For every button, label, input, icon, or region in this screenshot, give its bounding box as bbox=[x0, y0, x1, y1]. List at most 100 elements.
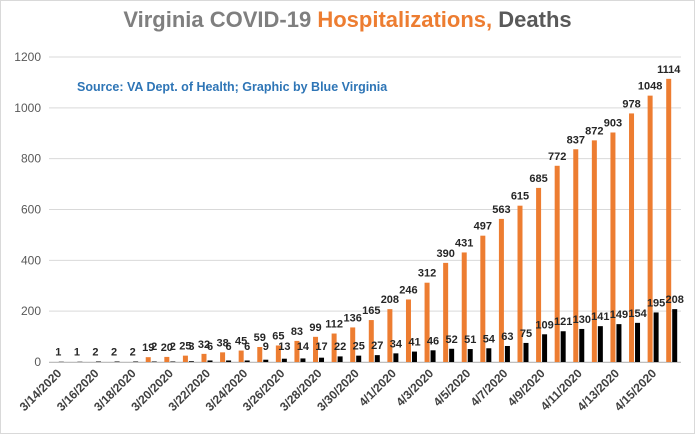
hospitalizations-bar bbox=[573, 149, 579, 362]
deaths-data-label: 6 bbox=[226, 341, 232, 353]
deaths-bar bbox=[672, 309, 678, 362]
x-tick-label: 4/5/2020 bbox=[430, 366, 473, 409]
deaths-data-label: 1 bbox=[55, 347, 61, 359]
deaths-bar bbox=[579, 328, 585, 362]
deaths-bar bbox=[560, 331, 566, 362]
x-tick-label: 4/1/2020 bbox=[356, 366, 399, 409]
deaths-data-label: 63 bbox=[501, 331, 513, 343]
y-tick-label: 400 bbox=[21, 253, 41, 267]
hospitalizations-bar bbox=[201, 353, 207, 362]
hospitalizations-data-label: 38 bbox=[216, 337, 228, 349]
hospitalizations-data-label: 312 bbox=[418, 268, 436, 280]
hospitalizations-data-label: 903 bbox=[604, 117, 622, 129]
hospitalizations-bar bbox=[238, 350, 244, 362]
hospitalizations-bar bbox=[145, 357, 151, 362]
deaths-data-label: 22 bbox=[334, 341, 346, 353]
y-tick-label: 1200 bbox=[14, 50, 41, 64]
deaths-bar bbox=[356, 355, 362, 362]
hospitalizations-data-label: 837 bbox=[567, 134, 585, 146]
deaths-data-label: 46 bbox=[427, 335, 439, 347]
hospitalizations-bar bbox=[591, 140, 597, 362]
hospitalizations-data-label: 978 bbox=[622, 98, 640, 110]
deaths-data-label: 121 bbox=[554, 316, 572, 328]
deaths-data-label: 17 bbox=[315, 341, 327, 353]
hospitalizations-data-label: 772 bbox=[548, 151, 566, 163]
hospitalizations-bar bbox=[405, 299, 411, 362]
deaths-data-label: 208 bbox=[666, 294, 684, 306]
hospitalizations-bar bbox=[554, 165, 560, 362]
y-tick-label: 1000 bbox=[14, 101, 41, 115]
chart-title: Virginia COVID-19 Hospitalizations, Deat… bbox=[1, 7, 694, 33]
deaths-data-label: 109 bbox=[535, 319, 553, 331]
deaths-bar bbox=[207, 360, 213, 362]
deaths-bar bbox=[430, 350, 436, 362]
hospitalizations-data-label: 136 bbox=[344, 312, 362, 324]
deaths-data-label: 6 bbox=[207, 341, 213, 353]
source-note: Source: VA Dept. of Health; Graphic by B… bbox=[77, 80, 388, 94]
hospitalizations-data-label: 45 bbox=[235, 336, 247, 348]
deaths-data-label: 2 bbox=[111, 346, 117, 358]
hospitalizations-data-label: 165 bbox=[362, 305, 380, 317]
hospitalizations-data-label: 20 bbox=[161, 342, 173, 354]
hospitalizations-bar bbox=[517, 205, 523, 362]
hospitalizations-data-label: 390 bbox=[436, 248, 454, 260]
y-tick-label: 0 bbox=[34, 355, 41, 369]
hospitalizations-bar bbox=[294, 340, 300, 362]
deaths-bar bbox=[504, 345, 510, 362]
deaths-data-label: 1 bbox=[74, 347, 80, 359]
hospitalizations-bar bbox=[164, 356, 170, 362]
hospitalizations-bar bbox=[629, 113, 635, 362]
deaths-bar bbox=[467, 349, 473, 362]
deaths-bar bbox=[486, 348, 492, 362]
deaths-data-label: 34 bbox=[390, 338, 403, 350]
deaths-bar bbox=[95, 361, 101, 362]
hospitalizations-bar bbox=[275, 345, 281, 362]
deaths-bar bbox=[319, 357, 325, 362]
hospitalizations-bar bbox=[387, 309, 393, 362]
hospitalizations-data-label: 99 bbox=[309, 322, 321, 334]
deaths-data-label: 195 bbox=[647, 297, 665, 309]
x-tick-label: 4/3/2020 bbox=[393, 366, 436, 409]
deaths-bar bbox=[281, 358, 287, 362]
hospitalizations-data-label: 1048 bbox=[638, 81, 662, 93]
hospitalizations-data-label: 615 bbox=[511, 191, 529, 203]
deaths-bar bbox=[411, 351, 417, 362]
hospitalizations-data-label: 685 bbox=[529, 173, 547, 185]
deaths-data-label: 41 bbox=[408, 337, 420, 349]
hospitalizations-data-label: 59 bbox=[254, 332, 266, 344]
hospitalizations-bar bbox=[313, 336, 319, 362]
data-labels: 1 1 2 2 2 192 202 253 326 386 45659965138314991711… bbox=[55, 64, 684, 359]
deaths-bar bbox=[226, 360, 232, 362]
deaths-bar bbox=[449, 348, 455, 362]
hospitalizations-bar bbox=[443, 262, 449, 362]
hospitalizations-bar bbox=[480, 235, 486, 362]
deaths-bar bbox=[263, 359, 269, 362]
x-tick-label: 4/7/2020 bbox=[468, 366, 511, 409]
bars bbox=[58, 78, 678, 362]
hospitalizations-bar bbox=[331, 333, 337, 362]
deaths-data-label: 13 bbox=[278, 341, 290, 353]
hospitalizations-data-label: 563 bbox=[492, 204, 510, 216]
x-axis: 3/14/20203/16/20203/18/20203/20/20203/22… bbox=[17, 362, 681, 414]
deaths-data-label: 14 bbox=[297, 341, 310, 353]
hospitalizations-bar bbox=[461, 252, 467, 362]
deaths-bar bbox=[616, 324, 622, 362]
hospitalizations-data-label: 872 bbox=[585, 125, 603, 137]
deaths-data-label: 27 bbox=[371, 340, 383, 352]
deaths-bar bbox=[542, 334, 548, 362]
deaths-bar bbox=[170, 361, 176, 362]
deaths-bar bbox=[151, 361, 157, 362]
hospitalizations-data-label: 497 bbox=[474, 221, 492, 233]
y-tick-label: 600 bbox=[21, 203, 41, 217]
deaths-data-label: 25 bbox=[353, 341, 365, 353]
hospitalizations-bar bbox=[182, 355, 188, 362]
title-part-hospitalizations: Hospitalizations, bbox=[317, 7, 493, 32]
hospitalizations-data-label: 208 bbox=[381, 294, 399, 306]
deaths-bar bbox=[114, 361, 120, 362]
hospitalizations-bar bbox=[666, 78, 672, 362]
hospitalizations-bar bbox=[368, 320, 374, 362]
deaths-bar bbox=[653, 312, 659, 362]
deaths-data-label: 9 bbox=[263, 341, 269, 353]
deaths-bar bbox=[133, 361, 139, 362]
